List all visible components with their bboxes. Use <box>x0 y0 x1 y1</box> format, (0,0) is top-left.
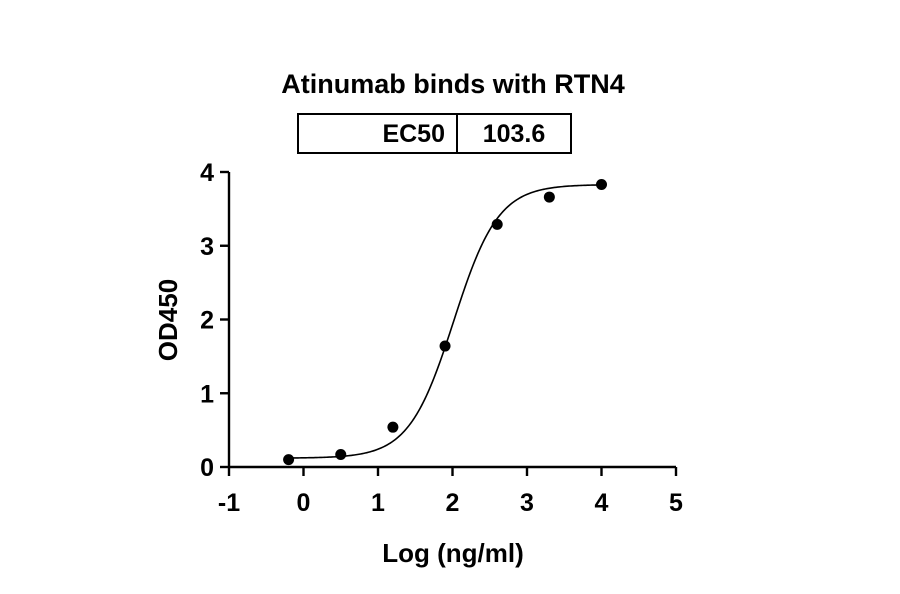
data-point <box>543 191 555 203</box>
data-points <box>283 179 607 466</box>
x-tick-label: 5 <box>669 489 683 517</box>
fit-curve-group <box>288 184 602 459</box>
x-tick-label: 0 <box>297 489 311 517</box>
ec50-table: EC50 103.6 <box>297 113 572 154</box>
x-tick-label: 1 <box>371 489 385 517</box>
data-point <box>387 421 399 433</box>
x-axis-label: Log (ng/ml) <box>382 538 524 568</box>
x-tick-label: 3 <box>520 489 534 517</box>
fit-curve <box>288 184 602 459</box>
ec50-label: EC50 <box>382 120 445 148</box>
x-tick-label: -1 <box>218 489 240 517</box>
ec50-value: 103.6 <box>483 120 546 148</box>
chart-title: Atinumab binds with RTN4 <box>281 69 625 99</box>
y-tick-label: 2 <box>200 307 214 335</box>
y-tick-label: 3 <box>200 233 214 261</box>
y-tick-label: 0 <box>200 454 214 482</box>
y-axis-label: OD450 <box>153 279 183 361</box>
x-tick-label: 2 <box>446 489 460 517</box>
data-point <box>283 454 295 466</box>
ec50-table-frame <box>297 113 572 154</box>
data-point <box>596 179 607 191</box>
y-tick-label: 4 <box>200 159 214 187</box>
data-point <box>491 218 503 230</box>
x-tick-label: 4 <box>595 489 609 517</box>
data-point <box>439 340 451 352</box>
y-tick-label: 1 <box>200 380 214 408</box>
data-point <box>335 448 347 460</box>
